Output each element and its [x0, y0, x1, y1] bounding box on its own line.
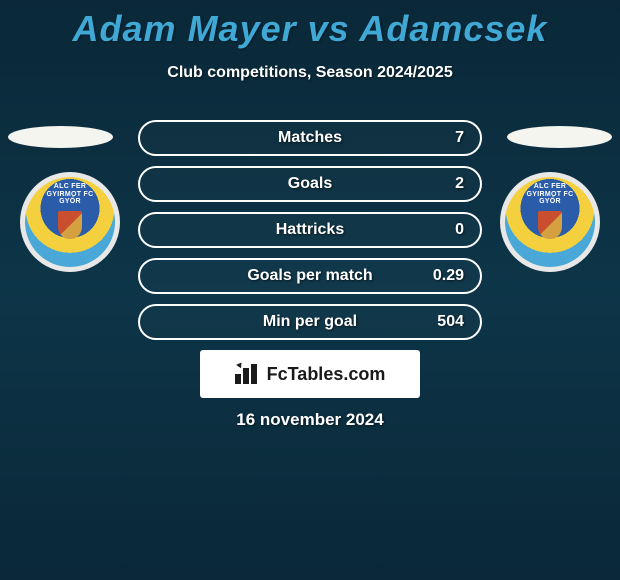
stat-row: Goals per match 0.29 [138, 258, 482, 294]
stat-row: Hattricks 0 [138, 212, 482, 248]
stat-value-gpm: 0.29 [433, 267, 464, 285]
stat-value-matches: 7 [455, 129, 464, 147]
club-badge-right: ALC FER GYIRMOT FC GYŐR [500, 172, 600, 272]
player-right-marker [507, 126, 612, 148]
badge-text-top: ALC FER [534, 183, 566, 190]
stat-label-hattricks: Hattricks [276, 221, 344, 239]
stat-value-hattricks: 0 [455, 221, 464, 239]
date-text: 16 november 2024 [0, 410, 620, 430]
badge-text-top: ALC FER [54, 183, 86, 190]
shield-icon [58, 211, 82, 239]
stat-row: Matches 7 [138, 120, 482, 156]
stat-label-mpg: Min per goal [263, 313, 357, 331]
stat-value-mpg: 504 [437, 313, 464, 331]
subtitle: Club competitions, Season 2024/2025 [0, 64, 620, 82]
badge-text-bot: GYŐR [59, 198, 81, 205]
stat-row: Min per goal 504 [138, 304, 482, 340]
stat-row: Goals 2 [138, 166, 482, 202]
brand-box[interactable]: FcTables.com [200, 350, 420, 398]
badge-text-bot: GYŐR [539, 198, 561, 205]
stat-label-goals: Goals [288, 175, 332, 193]
stat-label-gpm: Goals per match [247, 267, 372, 285]
shield-icon [538, 211, 562, 239]
stat-label-matches: Matches [278, 129, 342, 147]
club-badge-left: ALC FER GYIRMOT FC GYŐR [20, 172, 120, 272]
badge-text-mid: GYIRMOT FC [527, 191, 574, 198]
player-left-marker [8, 126, 113, 148]
stats-container: Matches 7 Goals 2 Hattricks 0 Goals per … [138, 120, 482, 350]
chart-icon [235, 364, 261, 384]
page-title: Adam Mayer vs Adamcsek [0, 0, 620, 50]
badge-text-mid: GYIRMOT FC [47, 191, 94, 198]
stat-value-goals: 2 [455, 175, 464, 193]
brand-text: FcTables.com [267, 364, 386, 385]
